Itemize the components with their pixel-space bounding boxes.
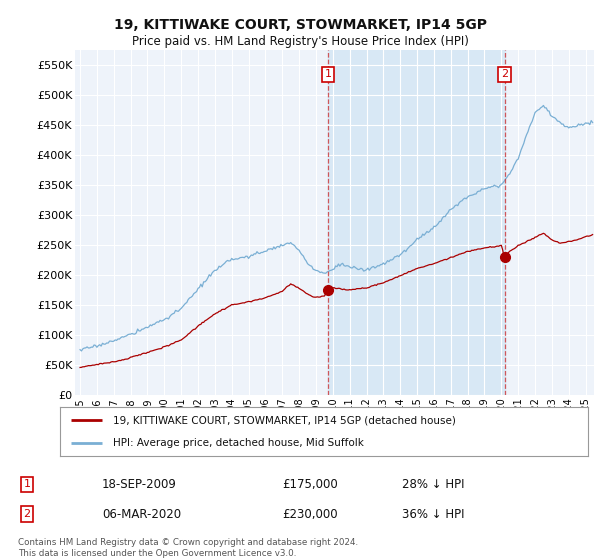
Text: 28% ↓ HPI: 28% ↓ HPI [402,478,464,491]
Text: £230,000: £230,000 [282,507,338,521]
Text: 1: 1 [23,479,31,489]
Text: Contains HM Land Registry data © Crown copyright and database right 2024.
This d: Contains HM Land Registry data © Crown c… [18,538,358,558]
Text: 2: 2 [23,509,31,519]
Bar [328,50,505,395]
Text: 1: 1 [325,69,332,80]
Text: 06-MAR-2020: 06-MAR-2020 [102,507,181,521]
Text: 36% ↓ HPI: 36% ↓ HPI [402,507,464,521]
Text: Price paid vs. HM Land Registry's House Price Index (HPI): Price paid vs. HM Land Registry's House … [131,35,469,48]
Text: 2: 2 [501,69,508,80]
Text: 18-SEP-2009: 18-SEP-2009 [102,478,177,491]
Text: £175,000: £175,000 [282,478,338,491]
Text: HPI: Average price, detached house, Mid Suffolk: HPI: Average price, detached house, Mid … [113,438,364,448]
Text: 19, KITTIWAKE COURT, STOWMARKET, IP14 5GP: 19, KITTIWAKE COURT, STOWMARKET, IP14 5G… [113,18,487,32]
Text: 19, KITTIWAKE COURT, STOWMARKET, IP14 5GP (detached house): 19, KITTIWAKE COURT, STOWMARKET, IP14 5G… [113,416,455,426]
